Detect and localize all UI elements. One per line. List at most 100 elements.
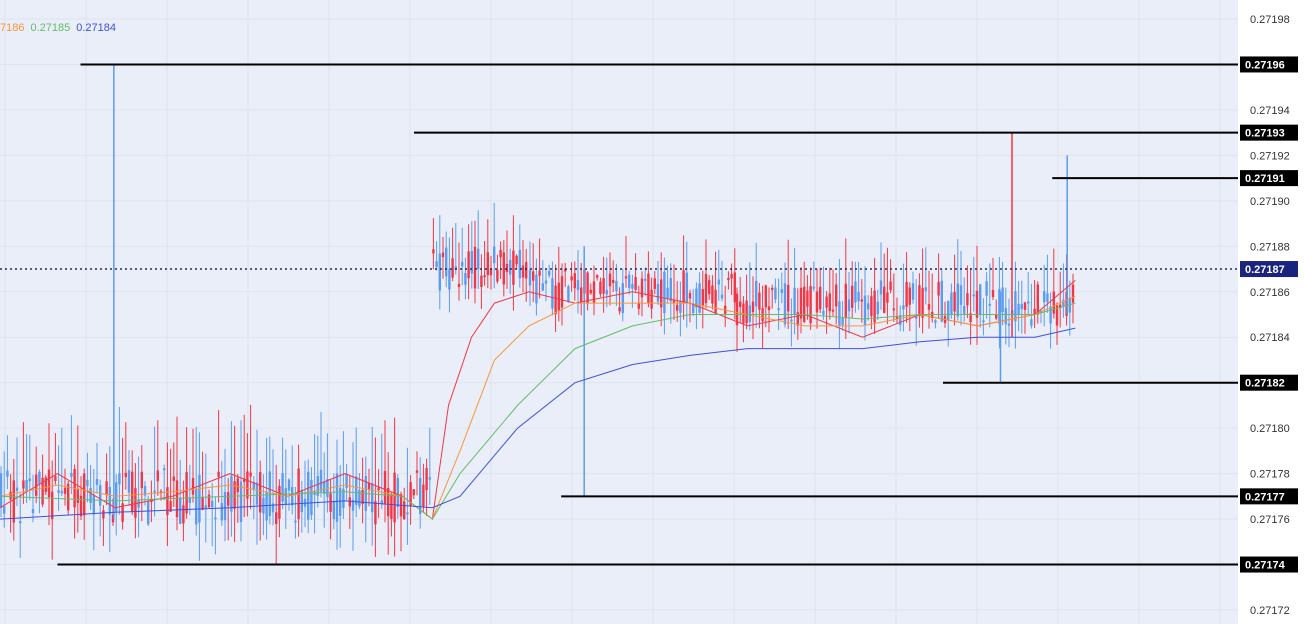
candle-body [220,503,223,521]
candle-body [307,471,310,520]
candle-body [505,263,509,273]
candle-body [669,278,672,302]
candle-body [47,469,51,498]
candle-body [223,491,227,521]
candle-body [733,272,736,303]
candle-body [211,500,214,508]
candle-body [570,276,573,281]
candle-body [918,285,921,316]
candle-body [92,494,95,515]
candle-body [899,315,902,326]
candle-body [825,296,828,308]
candle-body [188,497,191,503]
candle-body [387,487,390,517]
candle-body [348,497,351,507]
candle-body [793,287,796,315]
candle-body [783,283,787,325]
candle-body [751,301,755,313]
candle-body [905,282,908,307]
candle-body [486,252,489,276]
candle-body [735,293,739,326]
candle-body [1059,304,1062,309]
candle-body [714,289,717,313]
candle-body [415,470,419,473]
candle-body [586,272,589,304]
y-tick-label: 0.27192 [1250,150,1290,162]
candle-body [137,500,140,508]
candle-body [480,275,483,288]
candle-body [892,308,895,311]
candle-body [815,291,819,313]
candle-body [748,305,751,322]
candle-body [854,281,857,303]
candle-body [147,501,150,525]
candle-body [83,473,86,516]
candle-body [692,303,695,314]
candle-body [239,481,243,523]
candle-body [650,289,653,309]
legend-value-blue: 0.27184 [76,22,117,34]
candle-body [615,280,618,292]
candle-body [618,307,621,312]
candle-body [79,495,83,517]
candle-body [956,283,959,317]
candle-body [895,316,899,319]
candle-body [780,289,783,293]
candle-body [246,471,249,499]
candle-body [243,478,246,482]
candle-body [835,284,838,307]
candle-body [9,491,12,500]
candle-body [851,285,854,308]
candle-body [127,470,131,493]
candle-body [393,472,396,523]
candle-body [950,292,953,315]
candle-body [777,308,780,311]
level-label-bg [1240,488,1298,505]
candle-body [771,287,774,290]
candle-body [57,490,60,493]
candle-body [419,478,422,514]
candle-body [118,473,121,485]
candle-body [538,270,541,276]
candle-body [121,503,124,522]
candle-body [41,477,44,505]
candle-body [140,471,143,489]
candle-body [339,487,342,516]
candle-body [201,496,204,510]
candle-body [790,319,793,322]
candle-body [1062,299,1065,306]
candle-body [470,250,473,274]
candle-body [564,269,567,272]
candle-body [51,491,54,520]
candle-body [799,287,803,319]
candle-body [1055,305,1059,326]
candle-body [708,280,711,295]
candle-body [717,279,720,285]
candle-body [988,303,991,306]
candle-body [300,490,303,513]
candle-body [985,281,988,296]
ma-line [0,280,1076,521]
candle-body [217,471,220,477]
candle-body [644,278,647,281]
candle-body [915,314,918,319]
y-tick-label: 0.27180 [1250,423,1290,435]
candle-body [796,312,799,326]
candle-body [1043,291,1046,303]
candle-body [528,269,532,286]
candle-body [554,285,557,315]
level-label-bg [1240,374,1298,391]
candle-body [647,273,650,303]
candle-body [374,501,377,525]
candle-body [1071,284,1075,303]
candle-body [589,289,592,294]
candle-body [1052,291,1055,314]
candle-body [656,283,660,302]
candle-body [367,482,371,490]
candle-body [991,289,995,298]
candle-body [573,273,576,289]
candle-body [454,266,457,270]
candle-body [685,272,688,304]
candle-body [1017,303,1020,315]
